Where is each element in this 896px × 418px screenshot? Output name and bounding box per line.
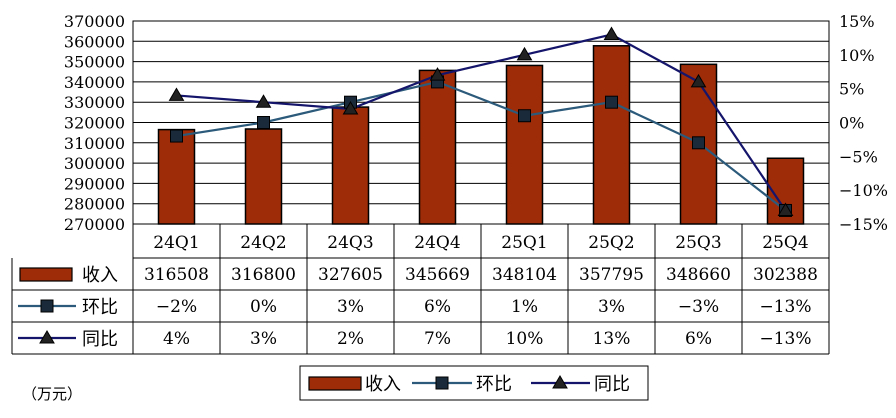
data-label: 316508 [144,265,209,285]
data-label: 302388 [753,265,818,285]
point [170,129,183,143]
point [168,87,185,101]
data-label: −2% [156,297,197,317]
data-label: 7% [424,329,451,349]
y-left-tick-label: 280000 [64,195,125,214]
y-left-tick-label: 320000 [64,114,125,133]
point [690,73,707,88]
y-right-tick-label: −5% [839,147,878,166]
x-tick-label: 24Q4 [414,233,460,253]
y-left-tick-label: 270000 [64,215,125,234]
x-tick-label: 24Q3 [327,233,373,253]
legend-key-bar [19,267,73,282]
data-label: 3% [598,297,625,317]
point [605,95,618,109]
legend-label: 收入 [365,374,401,395]
y-left-tick-label: 350000 [64,53,125,72]
y-left-tick-label: 300000 [64,154,125,173]
y-left-tick-label: 290000 [64,174,125,193]
y-left-tick-label: 340000 [64,73,125,92]
y-right-tick-label: 10% [839,46,875,65]
y-right-tick-label: 15% [839,12,875,31]
data-label: 10% [506,329,544,349]
data-label: 6% [424,297,451,317]
bar [592,45,631,225]
point [257,116,270,129]
legend-label: 环比 [476,374,512,395]
y-left-tick-label: 330000 [64,93,125,112]
series-line [176,33,787,212]
data-label: 3% [250,329,277,349]
y-right-tick-label: 0% [839,114,864,133]
point [692,136,705,150]
bar [505,64,544,225]
point [429,67,446,81]
bar [244,128,283,225]
point [603,26,620,41]
data-label: 2% [337,329,364,349]
bar [331,106,370,225]
data-label: 348660 [666,265,731,285]
data-label: −13% [759,329,811,349]
x-tick-label: 25Q2 [588,233,634,253]
point [342,100,359,115]
y-left-tick-label: 370000 [64,12,125,31]
data-label: −13% [759,297,811,317]
y-right-tick-label: −15% [839,215,888,234]
table-row-label: 环比 [82,297,118,318]
data-label: 3% [337,297,364,317]
legend-key-marker [552,375,568,389]
x-tick-label: 25Q3 [675,233,721,253]
bar [157,128,196,225]
point [518,109,531,123]
y-left-tick-label: 360000 [64,32,125,51]
point [777,202,794,216]
data-label: 345669 [405,265,470,285]
unit-label: （万元） [22,385,83,403]
x-tick-label: 24Q1 [153,233,199,253]
point [516,46,533,61]
x-tick-label: 25Q1 [501,233,547,253]
data-label: 348104 [492,265,557,285]
legend-key-marker [435,376,449,390]
data-label: 0% [250,297,277,317]
legend-label: 同比 [594,374,630,395]
data-label: 6% [685,329,712,349]
data-label: 357795 [579,265,644,285]
legend-key-marker [40,299,54,313]
y-left-tick-label: 310000 [64,134,125,153]
table-row-label: 收入 [82,265,118,286]
data-label: 1% [511,297,538,317]
x-tick-label: 25Q4 [762,233,808,253]
data-label: 327605 [318,265,383,285]
y-right-tick-label: 5% [839,80,864,99]
table-row-label: 同比 [82,329,118,350]
data-label: −3% [678,297,719,317]
y-right-tick-label: −10% [839,181,888,200]
legend-key-marker [39,330,55,344]
data-label: 13% [593,329,631,349]
legend-key-bar [308,376,362,391]
series-line [176,80,787,212]
data-label: 316800 [231,265,296,285]
bar [418,69,457,225]
x-tick-label: 24Q2 [240,233,286,253]
point [255,94,272,108]
data-label: 4% [163,329,190,349]
